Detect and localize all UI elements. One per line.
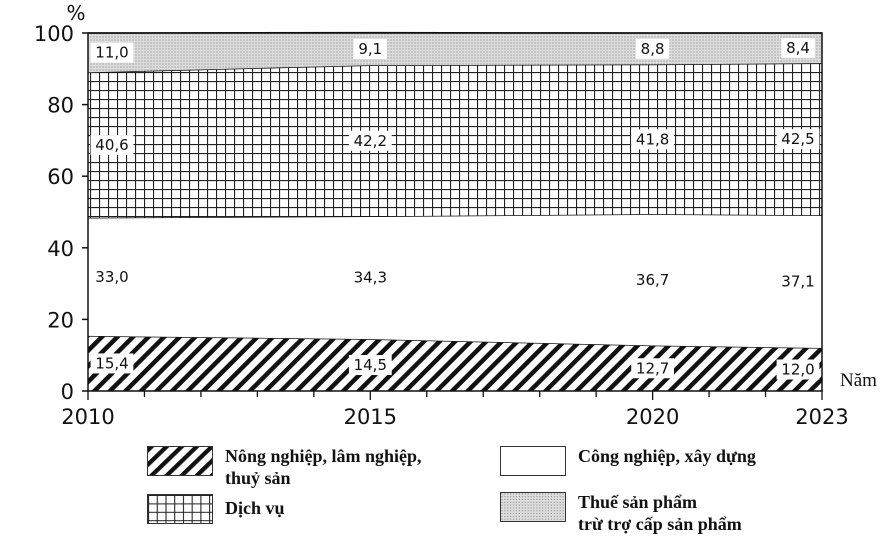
y-tick-label: 100 — [34, 22, 74, 46]
plot-frame — [87, 32, 823, 392]
data-label: 42,2 — [354, 132, 387, 150]
data-label-background — [348, 130, 392, 151]
y-tick-label: 0 — [61, 380, 74, 404]
data-label: 15,4 — [95, 354, 128, 372]
data-label: 8,8 — [641, 40, 665, 58]
data-label: 12,0 — [781, 361, 814, 379]
y-tick-label: 80 — [47, 94, 74, 118]
axes: 0 20 40 60 80 100 2010 2015 2020 2023% Năm — [34, 1, 877, 429]
legend-item-product-tax: Thuế sản phẩm trừ trợ cấp sản phẩm — [500, 492, 742, 535]
legend-label-services: Dịch vụ — [225, 498, 285, 518]
legend-label-product-tax: Thuế sản phẩm trừ trợ cấp sản phẩm — [578, 492, 742, 534]
legend-item-industry: Công nghiệp, xây dựng — [500, 446, 756, 476]
data-label: 37,1 — [781, 273, 814, 291]
data-label-background — [781, 38, 815, 59]
x-tick-label: 2023 — [795, 405, 848, 429]
y-tick-label: 20 — [47, 308, 74, 332]
y-tick-label: 60 — [47, 165, 74, 189]
x-tick-label: 2020 — [626, 405, 679, 429]
legend-item-services: Dịch vụ — [147, 494, 285, 524]
data-label: 34,3 — [354, 269, 387, 287]
data-label-background — [635, 38, 670, 59]
data-labels: 15,4 14,5 12,7 12,0 33,0 34,3 36,7 37,1 40,6 42,2… — [90, 38, 820, 380]
data-label: 14,5 — [354, 356, 387, 374]
data-label: 9,1 — [358, 40, 382, 58]
legend-swatch-blank — [500, 446, 566, 476]
legend-swatch-dots — [500, 492, 566, 522]
x-tick-label: 2010 — [61, 405, 114, 429]
legend-item-agriculture: Nông nghiệp, lâm nghiệp, thuỷ sản — [147, 446, 422, 489]
area-layers — [87, 31, 823, 391]
data-label-background — [631, 358, 675, 379]
area-blank — [88, 214, 822, 349]
stacked-area-chart: 15,4 14,5 12,7 12,0 33,0 34,3 36,7 37,1 40,6 42,2… — [34, 1, 877, 429]
data-label: 36,7 — [636, 271, 669, 289]
legend-swatch-grid — [147, 494, 213, 524]
data-label: 12,7 — [636, 359, 669, 377]
data-label-background — [90, 42, 134, 63]
x-axis-label: Năm — [840, 370, 877, 391]
legend-swatch-hatch — [147, 446, 213, 476]
y-tick-label: 40 — [47, 237, 74, 261]
data-label-background — [348, 355, 392, 376]
data-label: 11,0 — [95, 44, 128, 62]
data-label-background — [90, 135, 134, 156]
legend-label-industry: Công nghiệp, xây dựng — [578, 446, 756, 466]
data-label-background — [631, 129, 675, 150]
x-tick-label: 2015 — [344, 405, 397, 429]
data-label-background — [90, 353, 134, 374]
data-label-background — [353, 38, 388, 59]
data-label: 41,8 — [636, 130, 669, 148]
y-unit-label: % — [66, 1, 85, 25]
area-grid — [88, 63, 822, 218]
data-label: 42,5 — [781, 130, 814, 148]
data-label-background — [776, 359, 820, 380]
data-label: 40,6 — [95, 136, 128, 154]
data-label-background — [776, 129, 820, 150]
data-label: 8,4 — [786, 39, 810, 57]
legend-label-agriculture: Nông nghiệp, lâm nghiệp, thuỷ sản — [225, 446, 422, 488]
data-label: 33,0 — [95, 268, 128, 286]
